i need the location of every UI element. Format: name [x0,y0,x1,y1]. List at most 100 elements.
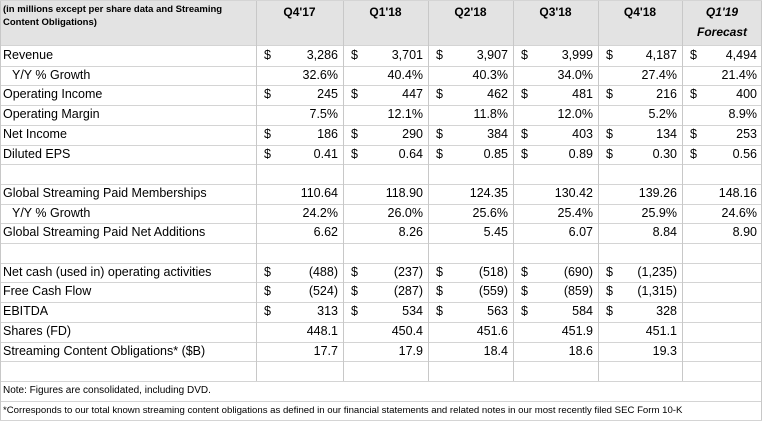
row-label: Net cash (used in) operating activities [3,264,212,279]
row-label: Free Cash Flow [3,284,92,299]
currency-sign: $ [521,304,528,319]
row-line [0,243,762,244]
currency-sign: $ [606,126,613,141]
cell-value: (518) [478,264,508,279]
cell-value: 451.6 [476,323,508,338]
cell-value: 12.1% [387,107,423,122]
cell-value: 40.4% [387,67,423,82]
cell-value: 403 [572,126,593,141]
currency-sign: $ [690,126,697,141]
currency-sign: $ [521,87,528,102]
column-header: Q3'18 [539,5,572,19]
cell-value: 148.16 [718,185,757,200]
row-line [0,66,762,67]
cell-value: 5.2% [648,107,678,122]
column-header: Q2'18 [454,5,487,19]
cell-value: 18.6 [568,343,593,358]
currency-sign: $ [436,284,443,299]
cell-value: 21.4% [721,67,757,82]
cell-value: 8.9% [728,107,758,122]
cell-value: 0.30 [652,146,677,161]
border [0,0,1,421]
cell-value: (1,315) [637,284,677,299]
currency-sign: $ [264,48,271,62]
cell-value: 118.90 [385,185,423,200]
currency-sign: $ [264,146,271,161]
currency-sign: $ [436,304,443,319]
cell-value: 25.6% [472,205,508,220]
currency-sign: $ [436,48,443,62]
currency-sign: $ [521,48,528,62]
cell-value: (690) [563,264,593,279]
row-label: Y/Y % Growth [12,205,91,220]
row-line [0,401,762,402]
currency-sign: $ [264,284,271,299]
currency-sign: $ [264,87,271,102]
cell-value: 8.90 [732,225,757,240]
cell-value: 11.8% [473,107,508,122]
currency-sign: $ [690,48,697,62]
cell-value: 186 [317,126,338,141]
cell-value: 451.1 [645,323,677,338]
cell-value: 462 [487,87,508,102]
column-header: Q4'17 [283,5,316,19]
currency-sign: $ [351,264,358,279]
row-label: EBITDA [3,304,49,319]
cell-value: 3,701 [391,48,423,62]
currency-sign: $ [606,264,613,279]
cell-value: (524) [308,284,338,299]
currency-sign: $ [351,146,358,161]
row-label: Operating Income [3,87,103,102]
currency-sign: $ [690,87,697,102]
cell-value: 448.1 [306,323,338,338]
currency-sign: $ [436,264,443,279]
cell-value: 384 [487,126,508,141]
currency-sign: $ [351,48,358,62]
cell-value: 6.62 [313,225,338,240]
row-line [0,85,762,86]
column-line [513,0,514,381]
row-label: Revenue [3,48,54,62]
cell-value: 27.4% [641,67,677,82]
currency-sign: $ [351,126,358,141]
row-line [0,164,762,165]
cell-value: 313 [317,304,338,319]
cell-value: 8.26 [398,225,423,240]
row-line [0,322,762,323]
row-line [0,204,762,205]
column-line [598,0,599,381]
cell-value: 534 [402,304,423,319]
currency-sign: $ [521,146,528,161]
currency-sign: $ [521,284,528,299]
cell-value: 25.4% [557,205,593,220]
note: Note: Figures are consolidated, includin… [3,384,211,396]
currency-sign: $ [436,87,443,102]
cell-value: 447 [402,87,423,102]
cell-value: (859) [563,284,593,299]
cell-value: 110.64 [300,185,338,200]
row-label: Operating Margin [3,107,100,122]
row-line [0,282,762,283]
cell-value: 4,187 [645,48,677,62]
border [0,0,762,1]
cell-value: 0.64 [398,146,423,161]
cell-value: 17.7 [313,343,338,358]
cell-value: 3,907 [476,48,508,62]
row-label: Global Streaming Paid Memberships [3,185,207,200]
row-line [0,263,762,264]
cell-value: 130.42 [554,185,593,200]
cell-value: 451.9 [561,323,593,338]
row-line [0,381,762,382]
cell-value: 450.4 [391,323,423,338]
cell-value: 328 [656,304,677,319]
cell-value: 34.0% [557,67,593,82]
cell-value: 18.4 [483,343,508,358]
row-label: Net Income [3,126,67,141]
currency-sign: $ [606,87,613,102]
cell-value: 481 [572,87,593,102]
currency-sign: $ [436,126,443,141]
currency-sign: $ [606,146,613,161]
cell-value: 24.6% [721,205,757,220]
cell-value: (1,235) [637,264,677,279]
cell-value: 19.3 [652,343,677,358]
